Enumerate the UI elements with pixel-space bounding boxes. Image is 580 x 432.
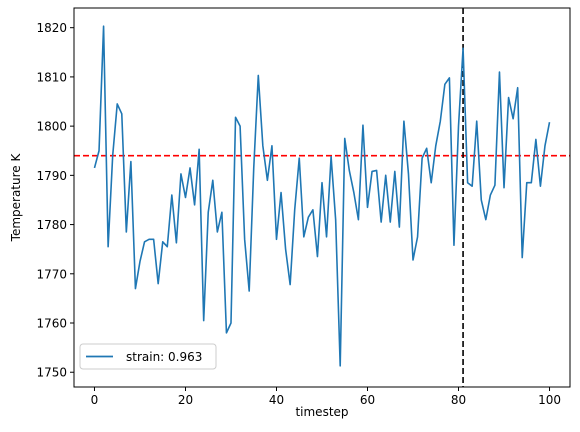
y-axis-ticks: 1750 1760 1770 1780 1790 1800 1810 1820 xyxy=(36,21,74,380)
y-tick-label: 1780 xyxy=(36,218,67,232)
y-tick-label: 1810 xyxy=(36,70,67,84)
y-tick-label: 1820 xyxy=(36,21,67,35)
y-tick-label: 1770 xyxy=(36,267,67,281)
axes-frame xyxy=(73,7,571,388)
x-tick-label: 80 xyxy=(451,393,466,407)
y-tick-label: 1790 xyxy=(36,169,67,183)
series-line xyxy=(93,25,551,367)
legend: strain: 0.963 xyxy=(79,343,217,370)
series-layer xyxy=(93,25,551,367)
legend-label: strain: 0.963 xyxy=(126,350,202,364)
x-tick-label: 40 xyxy=(269,393,284,407)
reference-lines xyxy=(74,8,570,387)
x-tick-label: 60 xyxy=(360,393,375,407)
y-tick-label: 1760 xyxy=(36,317,67,331)
x-tick-label: 20 xyxy=(178,393,193,407)
y-tick-label: 1750 xyxy=(36,366,67,380)
x-axis-label: timestep xyxy=(295,405,348,419)
y-axis-label: Temperature K xyxy=(9,153,23,243)
y-tick-label: 1800 xyxy=(36,120,67,134)
x-tick-label: 0 xyxy=(91,393,99,407)
legend-box xyxy=(79,343,217,370)
x-axis-ticks: 0 20 40 60 80 100 xyxy=(91,387,561,407)
x-tick-label: 100 xyxy=(538,393,561,407)
